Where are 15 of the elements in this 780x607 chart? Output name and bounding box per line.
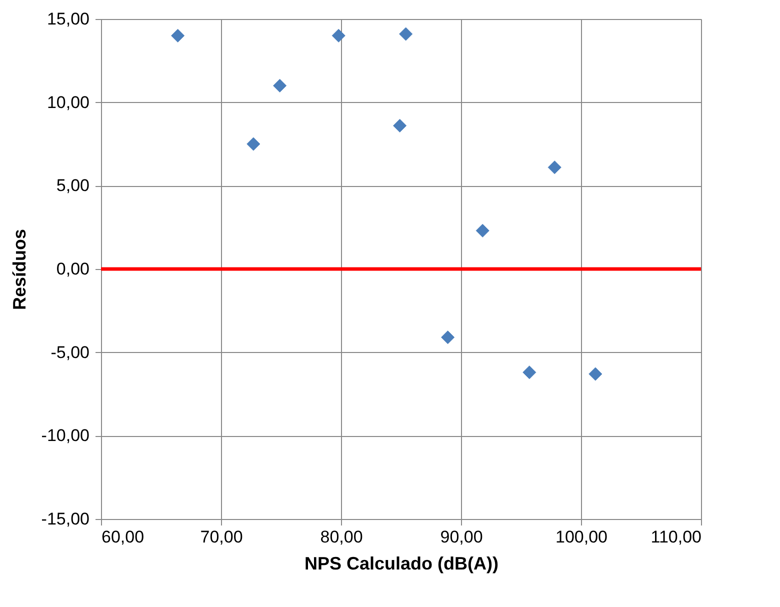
x-tick-label: 100,00 [556, 528, 608, 546]
x-tick-label: 60,00 [102, 528, 144, 546]
x-tick-label: 110,00 [650, 528, 702, 546]
y-axis-title: Resíduos [9, 228, 30, 310]
x-axis-title: NPS Calculado (dB(A)) [304, 554, 499, 574]
y-tick-label: 15,00 [46, 10, 90, 28]
y-tick-label: -15,00 [41, 510, 90, 528]
y-tick-label: 0,00 [56, 260, 90, 278]
y-tick-label: 10,00 [46, 92, 90, 112]
x-tick-label: 90,00 [440, 528, 483, 546]
x-tick-label: 70,00 [200, 528, 243, 546]
y-tick-label: -5,00 [50, 342, 90, 362]
x-tick-label: 80,00 [320, 528, 363, 546]
y-tick-label: -10,00 [41, 426, 90, 446]
y-tick-label: 5,00 [56, 176, 90, 196]
